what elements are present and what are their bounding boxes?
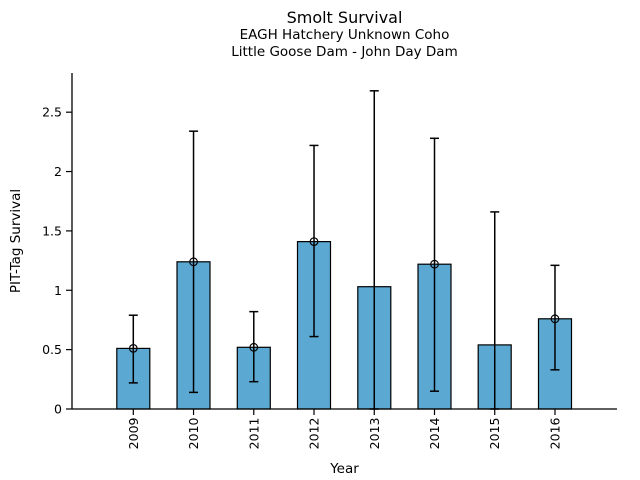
point-marker-2016 (550, 314, 560, 324)
point-marker-2010 (189, 257, 198, 267)
y-tick-label-2: 2 (54, 164, 62, 179)
x-tick-label-2015: 2015 (487, 418, 502, 450)
point-marker-2014 (430, 259, 439, 269)
x-tick-label-2014: 2014 (427, 417, 442, 449)
title-block: Smolt Survival EAGH Hatchery Unknown Coh… (72, 10, 617, 59)
y-tick-label-1: 1 (54, 283, 62, 298)
point-marker-2012 (309, 237, 319, 247)
chart-subtitle-line1: EAGH Hatchery Unknown Coho (239, 27, 450, 43)
chart-subtitle-line2: Little Goose Dam - John Day Dam (231, 43, 458, 60)
x-tick-label-2016: 2016 (547, 417, 562, 449)
y-tick-label-0: 0 (54, 402, 62, 417)
y-axis-title: PIT-Tag Survival (8, 189, 24, 293)
y-tick-label-0.5: 0.5 (42, 342, 62, 357)
y-tick-label-1.5: 1.5 (42, 223, 62, 238)
x-tick-label-2013: 2013 (367, 418, 382, 450)
x-tick-label-2012: 2012 (307, 418, 322, 450)
x-tick-label-2009: 2009 (126, 417, 141, 449)
point-marker-2009 (128, 344, 138, 353)
chart-title: Smolt Survival (286, 8, 403, 27)
x-tick-label-2011: 2011 (246, 418, 261, 450)
point-marker-2011 (249, 342, 259, 352)
y-tick-label-2.5: 2.5 (42, 105, 62, 120)
x-axis-title: Year (329, 461, 359, 477)
x-tick-label-2010: 2010 (186, 417, 201, 449)
